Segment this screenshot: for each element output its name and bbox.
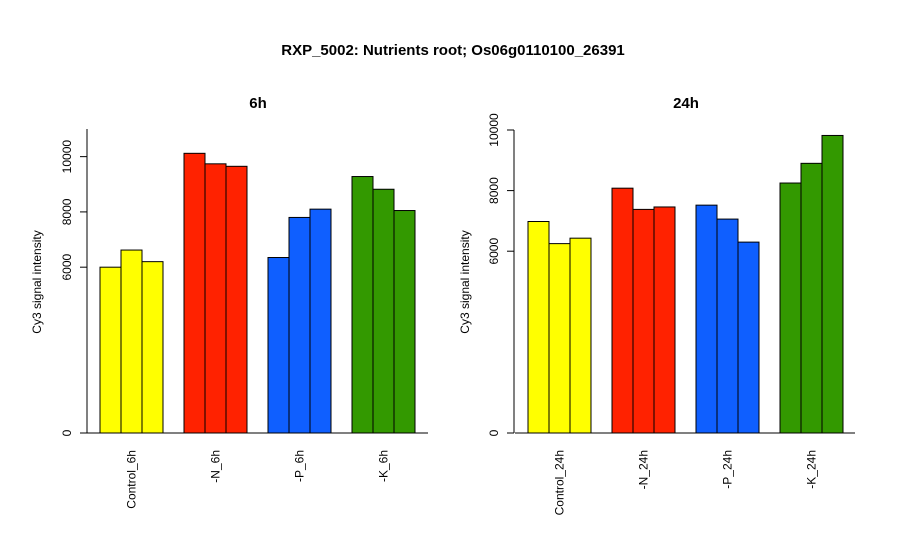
- bar-n6h-3: [225, 165, 248, 434]
- panel-title-6h: 6h: [249, 95, 267, 112]
- bar-k24h-2: [800, 162, 823, 434]
- y-tick-label-24h: 0: [487, 429, 501, 436]
- bar-k6h-3: [393, 210, 416, 434]
- bar-control24h-2: [548, 243, 571, 434]
- panel-title-24h: 24h: [673, 95, 699, 112]
- category-label: -N_24h: [637, 450, 651, 489]
- bar-n24h-1: [611, 187, 634, 434]
- y-tick-label-6h: 10000: [60, 140, 74, 174]
- bar-p6h-2: [288, 216, 311, 434]
- bar-p24h-2: [716, 218, 739, 434]
- bar-p24h-1: [695, 204, 718, 434]
- bar-n6h-1: [183, 152, 206, 434]
- y-tick-label-24h: 6000: [487, 238, 501, 265]
- bar-n6h-2: [204, 163, 227, 434]
- category-label: Control_6h: [125, 450, 139, 509]
- panel-24h: 24h Cy3 signal intensity 0 6000 8000 10000 C…: [458, 95, 855, 515]
- figure-title: RXP_5002: Nutrients root; Os06g0110100_2…: [281, 42, 625, 59]
- bar-n24h-3: [653, 206, 676, 434]
- bar-control24h-1: [527, 221, 550, 434]
- y-axis-label-24h: Cy3 signal intensity: [458, 230, 472, 333]
- bar-k24h-1: [779, 182, 802, 434]
- bar-p24h-3: [737, 241, 760, 434]
- bar-n24h-2: [632, 208, 655, 434]
- bar-control24h-3: [569, 237, 592, 434]
- y-tick-label-6h: 8000: [60, 198, 74, 225]
- bar-p6h-3: [309, 208, 332, 434]
- bar-k6h-2: [372, 188, 395, 434]
- bar-control6h-2: [120, 249, 143, 434]
- bar-k24h-3: [821, 134, 844, 434]
- y-tick-label-6h: 0: [60, 429, 74, 436]
- y-tick-label-24h: 10000: [487, 113, 501, 147]
- y-axis-label-6h: Cy3 signal intensity: [30, 230, 44, 333]
- bar-p6h-1: [267, 257, 290, 434]
- y-tick-label-24h: 8000: [487, 177, 501, 204]
- category-label: -K_6h: [377, 450, 391, 482]
- category-label: Control_24h: [553, 450, 567, 515]
- bar-control6h-1: [99, 266, 122, 434]
- panel-6h: 6h Cy3 signal intensity 0 6000 8000 10000 Co…: [30, 95, 428, 509]
- category-label: -N_6h: [209, 450, 223, 483]
- category-label: -K_24h: [805, 450, 819, 489]
- bar-control6h-3: [141, 261, 164, 434]
- y-tick-label-6h: 6000: [60, 254, 74, 281]
- bar-k6h-1: [351, 176, 374, 434]
- category-label: -P_6h: [293, 450, 307, 482]
- category-label: -P_24h: [721, 450, 735, 489]
